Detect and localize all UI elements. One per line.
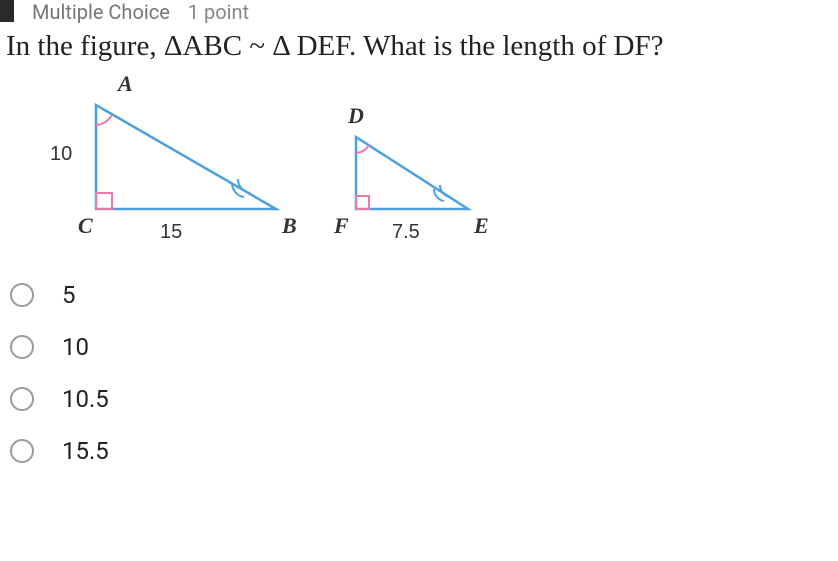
option-label: 5 <box>62 281 76 309</box>
side-AC: 10 <box>50 143 72 166</box>
question-type: Multiple Choice <box>32 0 170 24</box>
question-points: 1 point <box>188 0 249 24</box>
label-E: E <box>474 213 489 239</box>
label-C: C <box>78 213 93 239</box>
option-0[interactable]: 5 <box>10 269 838 321</box>
header-accent-bar <box>0 0 14 22</box>
label-A: A <box>118 71 133 97</box>
question-text: In the figure, ΔABC ~ Δ DEF. What is the… <box>0 28 838 71</box>
radio-icon <box>10 387 34 411</box>
radio-icon <box>10 439 34 463</box>
radio-icon <box>10 335 34 359</box>
question-header: Multiple Choice 1 point <box>0 0 838 28</box>
label-D: D <box>348 103 364 129</box>
label-B: B <box>282 213 297 239</box>
label-F: F <box>334 213 349 239</box>
option-3[interactable]: 15.5 <box>10 425 838 477</box>
option-1[interactable]: 10 <box>10 321 838 373</box>
option-2[interactable]: 10.5 <box>10 373 838 425</box>
answer-options: 5 10 10.5 15.5 <box>10 269 838 477</box>
figure: A C B 10 15 D F E 7.5 <box>46 71 566 251</box>
side-FE: 7.5 <box>392 221 420 244</box>
option-label: 10 <box>62 333 89 361</box>
triangle-def <box>342 127 502 227</box>
radio-icon <box>10 283 34 307</box>
option-label: 15.5 <box>62 437 109 465</box>
side-CB: 15 <box>160 221 182 244</box>
option-label: 10.5 <box>62 385 109 413</box>
triangle-abc <box>76 89 306 229</box>
